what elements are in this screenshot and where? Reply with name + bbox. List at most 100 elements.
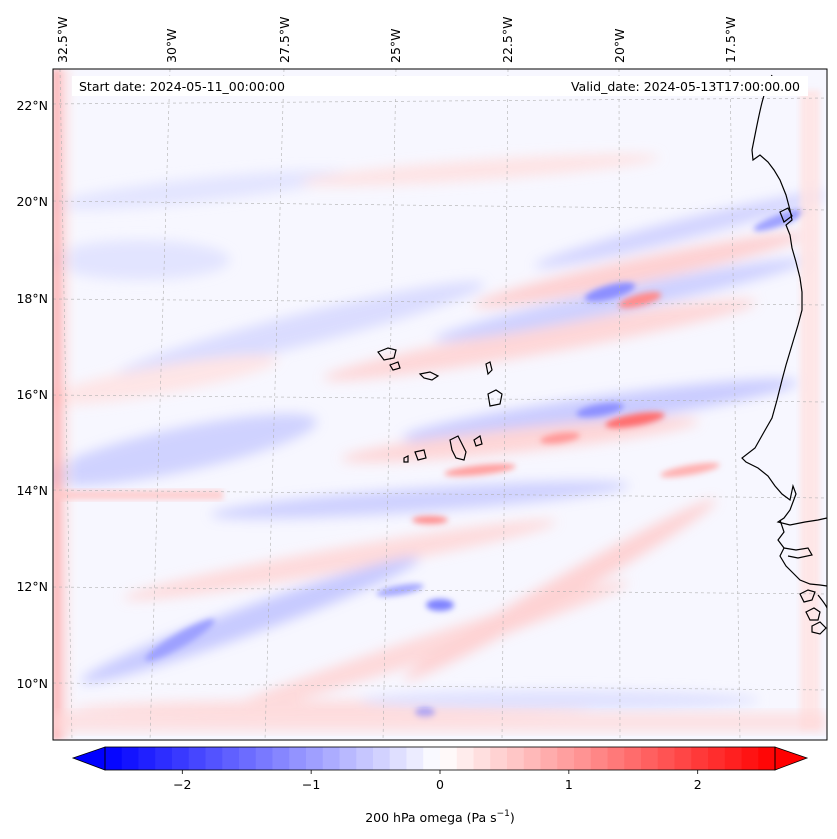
cape-verde-brava xyxy=(403,455,409,463)
colorbar-step xyxy=(138,747,156,770)
colorbar-step xyxy=(289,747,307,770)
colorbar-step xyxy=(255,747,274,770)
colorbar-step xyxy=(188,747,207,770)
gridline-lon xyxy=(501,69,509,740)
africa-coastline xyxy=(741,74,827,526)
lat-label-16n: 16°N xyxy=(16,387,48,402)
header-strip xyxy=(72,76,808,96)
lat-label-18n: 18°N xyxy=(16,291,48,306)
lon-label-32.5w: 32.5°W xyxy=(55,17,70,63)
cape-verde-sal xyxy=(485,361,493,376)
colorbar-step xyxy=(557,747,575,770)
colorbar-ticks: −2 −1 0 1 2 xyxy=(173,770,702,792)
colorbar-step xyxy=(155,747,173,770)
map-panel[interactable]: Start date: 2024-05-11_00:00:00 Valid_da… xyxy=(38,68,828,741)
senegal-gambia-coast xyxy=(783,547,813,559)
colorbar-step xyxy=(389,747,408,770)
colorbar-step xyxy=(708,747,726,770)
colorbar-step xyxy=(222,747,240,770)
africa-coastline-south xyxy=(777,519,827,587)
colorbar-step xyxy=(540,747,558,770)
colorbar-step xyxy=(172,747,190,770)
colorbar-step xyxy=(607,747,625,770)
latitude-labels: 22°N 20°N 18°N 16°N 14°N 12°N 10°N xyxy=(16,98,48,691)
colorbar-step xyxy=(456,747,475,770)
colorbar-label-close: ) xyxy=(510,810,515,825)
omega-field xyxy=(53,69,827,740)
gridline-lon xyxy=(59,69,73,740)
colorbar-step xyxy=(758,747,776,770)
colorbar-step xyxy=(406,747,424,770)
lat-label-10n: 10°N xyxy=(16,676,48,691)
colorbar-step xyxy=(641,747,659,770)
colorbar: −2 −1 0 1 2 200 hPa omega (Pa s−1) xyxy=(71,746,809,825)
colorbar-step xyxy=(373,747,391,770)
gridline-lon xyxy=(264,69,285,740)
gridlines xyxy=(53,69,827,740)
cape-verde-maio xyxy=(473,435,483,447)
map-frame xyxy=(52,68,828,741)
mauritania-inlet xyxy=(779,207,793,223)
cape-verde-santiago xyxy=(449,435,467,461)
colorbar-step xyxy=(724,747,743,770)
colorbar-step xyxy=(507,747,525,770)
lat-label-14n: 14°N xyxy=(16,483,48,498)
cape-verde-fogo xyxy=(414,449,427,461)
colorbar-max-extend xyxy=(774,746,809,771)
lon-label-30w: 30°W xyxy=(164,28,179,63)
colorbar-tick-label: 2 xyxy=(694,777,702,792)
colorbar-step xyxy=(105,747,123,770)
cape-verde-boa-vista xyxy=(487,389,503,407)
lat-label-20n: 20°N xyxy=(16,194,48,209)
colorbar-step xyxy=(523,747,542,770)
colorbar-min-extend xyxy=(71,746,106,771)
guinea-bissau-islands xyxy=(799,589,827,635)
colorbar-step xyxy=(356,747,374,770)
cape-verde-sao-nicolau xyxy=(418,371,440,381)
colorbar-step xyxy=(657,747,676,770)
lon-label-20w: 20°W xyxy=(612,28,627,63)
lon-label-17.5w: 17.5°W xyxy=(723,17,738,63)
start-date-label: Start date: 2024-05-11_00:00:00 xyxy=(79,79,285,94)
colorbar-label-main: 200 hPa omega (Pa s xyxy=(365,810,496,825)
coastlines xyxy=(377,74,827,635)
lon-label-27.5w: 27.5°W xyxy=(277,17,292,63)
colorbar-tick-label: −1 xyxy=(302,777,320,792)
colorbar-step xyxy=(322,747,341,770)
colorbar-step xyxy=(473,747,491,770)
colorbar-step xyxy=(691,747,709,770)
cape-verde-santo-antao xyxy=(377,347,397,361)
colorbar-step xyxy=(205,747,223,770)
colorbar-step xyxy=(674,747,692,770)
lat-label-12n: 12°N xyxy=(16,579,48,594)
colorbar-step xyxy=(741,747,759,770)
lat-label-22n: 22°N xyxy=(16,98,48,113)
gridline-lon xyxy=(149,69,171,740)
colorbar-step xyxy=(574,747,592,770)
colorbar-step xyxy=(239,747,257,770)
valid-date-label: Valid_date: 2024-05-13T17:00:00.00 xyxy=(571,79,800,94)
colorbar-step xyxy=(306,747,324,770)
colorbar-step xyxy=(339,747,357,770)
gridline-lon xyxy=(618,69,621,740)
colorbar-step xyxy=(624,747,642,770)
colorbar-step xyxy=(121,747,140,770)
colorbar-label: 200 hPa omega (Pa s−1) xyxy=(365,809,515,825)
longitude-labels: 32.5°W 30°W 27.5°W 25°W 22.5°W 20°W 17.5… xyxy=(55,17,738,63)
colorbar-step xyxy=(440,747,458,770)
lon-label-25w: 25°W xyxy=(388,28,403,63)
colorbar-tick-label: −2 xyxy=(173,777,191,792)
cape-verde-sao-vicente xyxy=(389,361,401,371)
colorbar-step xyxy=(490,747,508,770)
colorbar-tick-label: 1 xyxy=(565,777,573,792)
lon-label-22.5w: 22.5°W xyxy=(500,17,515,63)
colorbar-step xyxy=(590,747,609,770)
gridline-lon xyxy=(382,69,397,740)
colorbar-tick-label: 0 xyxy=(436,777,444,792)
colorbar-step xyxy=(423,747,441,770)
colorbar-label-superscript: −1 xyxy=(497,809,510,819)
gridline-lon xyxy=(729,69,741,740)
colorbar-step xyxy=(272,747,290,770)
colorbar-steps xyxy=(105,747,776,770)
